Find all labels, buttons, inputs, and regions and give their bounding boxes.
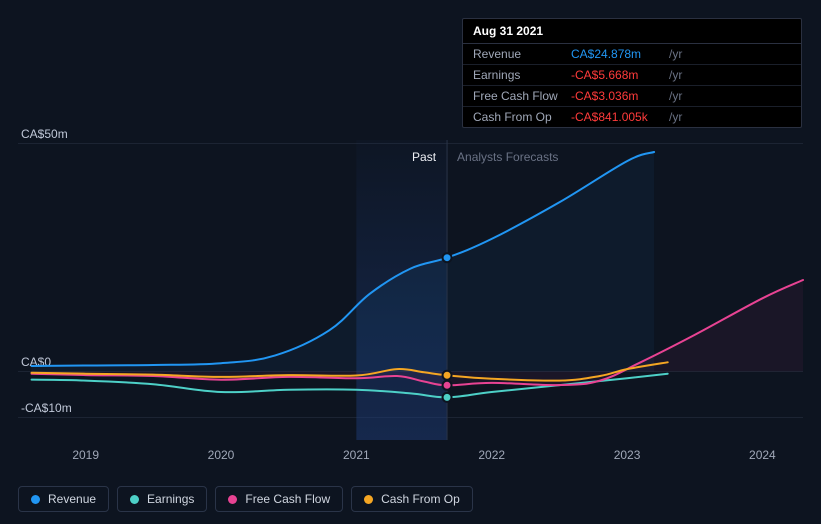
x-axis-label: 2024: [749, 448, 776, 462]
tooltip-row-unit: /yr: [669, 68, 682, 82]
tooltip-row-value: CA$24.878m: [571, 47, 661, 61]
legend-item[interactable]: Earnings: [117, 486, 207, 512]
legend-dot-icon: [130, 495, 139, 504]
tooltip-row-label: Earnings: [473, 68, 563, 82]
legend-label: Earnings: [147, 492, 194, 506]
series-marker: [443, 393, 452, 402]
x-axis-label: 2019: [72, 448, 99, 462]
legend-label: Revenue: [48, 492, 96, 506]
x-axis-label: 2021: [343, 448, 370, 462]
tooltip-row: Earnings -CA$5.668m/yr: [463, 65, 801, 86]
tooltip-row: Free Cash Flow -CA$3.036m/yr: [463, 86, 801, 107]
tooltip-row: Cash From Op -CA$841.005k/yr: [463, 107, 801, 127]
legend-dot-icon: [228, 495, 237, 504]
tooltip-row: Revenue CA$24.878m/yr: [463, 44, 801, 65]
series-marker: [443, 371, 452, 380]
legend-item[interactable]: Revenue: [18, 486, 109, 512]
series-marker: [443, 253, 452, 262]
tooltip-row-unit: /yr: [669, 89, 682, 103]
legend-dot-icon: [364, 495, 373, 504]
legend-item[interactable]: Cash From Op: [351, 486, 473, 512]
x-axis-label: 2023: [614, 448, 641, 462]
tooltip-row-unit: /yr: [669, 47, 682, 61]
legend-label: Cash From Op: [381, 492, 460, 506]
tooltip: Aug 31 2021 RevenueCA$24.878m/yrEarnings…: [462, 18, 802, 128]
tooltip-row-label: Free Cash Flow: [473, 89, 563, 103]
legend: Revenue Earnings Free Cash Flow Cash From O…: [18, 486, 473, 512]
tooltip-row-value: -CA$3.036m: [571, 89, 661, 103]
tooltip-row-value: -CA$5.668m: [571, 68, 661, 82]
tooltip-row-label: Revenue: [473, 47, 563, 61]
x-axis-label: 2022: [478, 448, 505, 462]
x-axis-label: 2020: [208, 448, 235, 462]
tooltip-rows: Revenue CA$24.878m/yr Earnings -CA$5.668m/y…: [463, 44, 801, 127]
legend-dot-icon: [31, 495, 40, 504]
legend-label: Free Cash Flow: [245, 492, 330, 506]
tooltip-row-label: Cash From Op: [473, 110, 563, 124]
tooltip-date: Aug 31 2021: [463, 19, 801, 44]
tooltip-row-value: -CA$841.005k: [571, 110, 661, 124]
series-marker: [443, 381, 452, 390]
tooltip-row-unit: /yr: [669, 110, 682, 124]
legend-item[interactable]: Free Cash Flow: [215, 486, 343, 512]
